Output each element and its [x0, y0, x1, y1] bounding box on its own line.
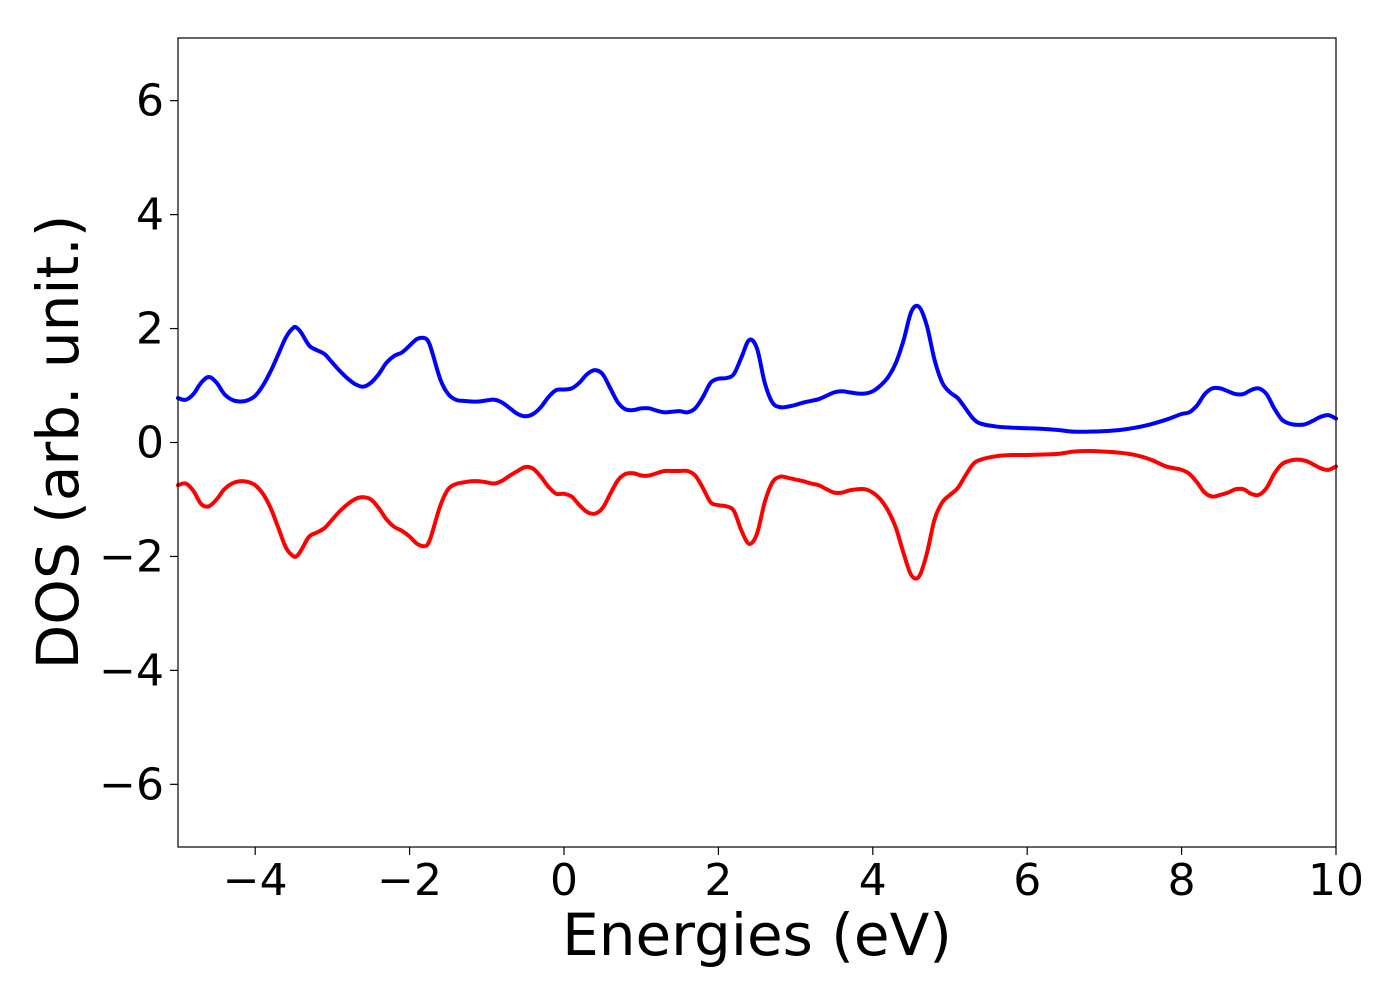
y-tick-label: −4 [99, 645, 164, 696]
plot-frame [177, 37, 1337, 848]
x-tick-label: 10 [1308, 855, 1364, 906]
series-line-0 [176, 303, 1338, 434]
x-axis: −4 −2 0 2 4 6 8 10 [223, 847, 1364, 906]
x-axis-label: Energies (eV) [562, 901, 952, 969]
x-tick-label: 8 [1168, 855, 1196, 906]
x-tick-label: −2 [377, 855, 442, 906]
x-tick-label: 0 [550, 855, 578, 906]
y-axis-label: DOS (arb. unit.) [24, 215, 92, 670]
y-tick-label: 6 [136, 76, 164, 127]
series-layer [176, 303, 1338, 581]
y-axis: −6 −4 −2 0 2 4 6 [99, 76, 178, 810]
series-line-1 [176, 449, 1338, 581]
x-tick-label: 2 [704, 855, 732, 906]
y-tick-label: 4 [136, 190, 164, 241]
x-tick-label: 6 [1013, 855, 1041, 906]
y-tick-label: 2 [136, 304, 164, 355]
x-tick-label: 4 [859, 855, 887, 906]
y-tick-label: −2 [99, 531, 164, 582]
y-tick-label: 0 [136, 418, 164, 469]
y-tick-label: −6 [99, 759, 164, 810]
x-tick-label: −4 [223, 855, 288, 906]
